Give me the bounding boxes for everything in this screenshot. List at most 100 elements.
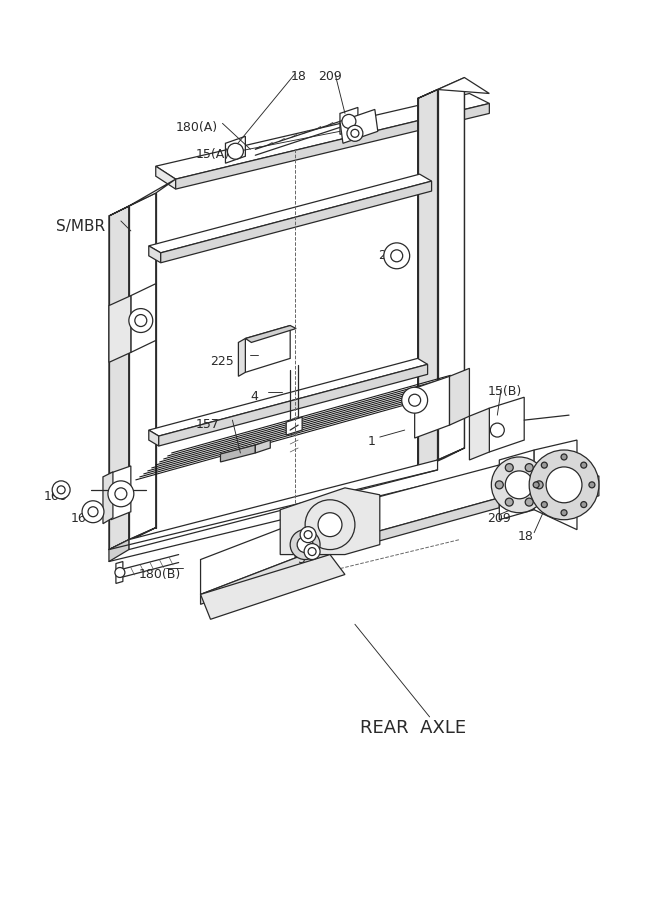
Text: REAR  AXLE: REAR AXLE xyxy=(360,719,466,737)
Polygon shape xyxy=(340,110,378,143)
Polygon shape xyxy=(238,338,245,376)
Polygon shape xyxy=(116,562,123,583)
Polygon shape xyxy=(340,107,358,134)
Circle shape xyxy=(318,513,342,536)
Circle shape xyxy=(351,130,359,138)
Polygon shape xyxy=(159,364,428,446)
Circle shape xyxy=(57,486,65,494)
Circle shape xyxy=(290,530,320,560)
Circle shape xyxy=(129,309,153,332)
Circle shape xyxy=(347,125,363,141)
Circle shape xyxy=(581,501,587,508)
Circle shape xyxy=(308,547,316,555)
Circle shape xyxy=(584,481,598,495)
Polygon shape xyxy=(418,89,438,470)
Text: 167: 167 xyxy=(71,512,95,525)
Circle shape xyxy=(135,315,147,327)
Circle shape xyxy=(506,471,533,499)
Polygon shape xyxy=(415,376,450,438)
Polygon shape xyxy=(109,206,129,550)
Circle shape xyxy=(589,482,595,488)
Circle shape xyxy=(391,250,403,262)
Polygon shape xyxy=(149,175,432,253)
Circle shape xyxy=(304,531,312,538)
Circle shape xyxy=(506,498,513,506)
Circle shape xyxy=(542,501,548,508)
Text: 1: 1 xyxy=(368,435,376,448)
Circle shape xyxy=(492,457,547,513)
Circle shape xyxy=(496,481,504,489)
Text: 157: 157 xyxy=(195,418,219,431)
Circle shape xyxy=(305,500,355,550)
Polygon shape xyxy=(500,450,534,519)
Polygon shape xyxy=(111,466,131,519)
Polygon shape xyxy=(225,136,245,163)
Polygon shape xyxy=(109,295,131,363)
Polygon shape xyxy=(149,430,159,446)
Polygon shape xyxy=(470,409,490,460)
Text: 15(B): 15(B) xyxy=(488,385,522,399)
Circle shape xyxy=(402,387,428,413)
Polygon shape xyxy=(245,326,296,342)
Polygon shape xyxy=(149,246,161,263)
Text: 5: 5 xyxy=(298,553,306,565)
Polygon shape xyxy=(201,509,330,594)
Circle shape xyxy=(342,114,356,129)
Polygon shape xyxy=(155,94,490,179)
Circle shape xyxy=(581,463,587,468)
Circle shape xyxy=(115,568,125,578)
Polygon shape xyxy=(245,326,290,373)
Circle shape xyxy=(546,467,582,503)
Polygon shape xyxy=(175,104,490,189)
Circle shape xyxy=(525,498,533,506)
Polygon shape xyxy=(221,445,255,462)
Text: 225: 225 xyxy=(211,356,234,368)
Polygon shape xyxy=(201,544,330,605)
Circle shape xyxy=(297,536,313,553)
Text: 6: 6 xyxy=(298,534,306,546)
Text: 18: 18 xyxy=(517,530,533,543)
Circle shape xyxy=(529,450,599,519)
Polygon shape xyxy=(109,540,129,562)
Polygon shape xyxy=(201,554,345,619)
Polygon shape xyxy=(450,368,470,425)
Circle shape xyxy=(88,507,98,517)
Polygon shape xyxy=(286,417,302,435)
Polygon shape xyxy=(155,166,175,189)
Text: 18: 18 xyxy=(290,69,306,83)
Polygon shape xyxy=(584,476,599,500)
Circle shape xyxy=(108,481,134,507)
Circle shape xyxy=(82,500,104,523)
Polygon shape xyxy=(131,284,155,353)
Circle shape xyxy=(535,481,543,489)
Text: 180(B): 180(B) xyxy=(139,568,181,580)
Circle shape xyxy=(525,464,533,472)
Polygon shape xyxy=(330,465,500,544)
Polygon shape xyxy=(534,440,577,530)
Polygon shape xyxy=(438,77,464,460)
Circle shape xyxy=(561,454,567,460)
Polygon shape xyxy=(418,77,490,98)
Polygon shape xyxy=(149,358,428,436)
Circle shape xyxy=(534,489,548,503)
Polygon shape xyxy=(129,460,438,550)
Polygon shape xyxy=(534,484,549,508)
Circle shape xyxy=(533,482,539,488)
Polygon shape xyxy=(490,397,524,452)
Polygon shape xyxy=(330,498,500,554)
Circle shape xyxy=(227,143,243,159)
Circle shape xyxy=(304,544,320,560)
Text: 180(A): 180(A) xyxy=(175,122,218,134)
Circle shape xyxy=(490,423,504,437)
Text: 4: 4 xyxy=(250,391,258,403)
Polygon shape xyxy=(295,527,315,558)
Polygon shape xyxy=(109,179,175,216)
Text: S/MBR: S/MBR xyxy=(56,219,105,234)
Text: 209: 209 xyxy=(318,69,342,83)
Circle shape xyxy=(542,463,548,468)
Text: 209: 209 xyxy=(488,512,511,525)
Polygon shape xyxy=(109,527,155,550)
Text: 15(A): 15(A) xyxy=(195,148,229,161)
Polygon shape xyxy=(129,194,155,540)
Polygon shape xyxy=(255,440,270,453)
